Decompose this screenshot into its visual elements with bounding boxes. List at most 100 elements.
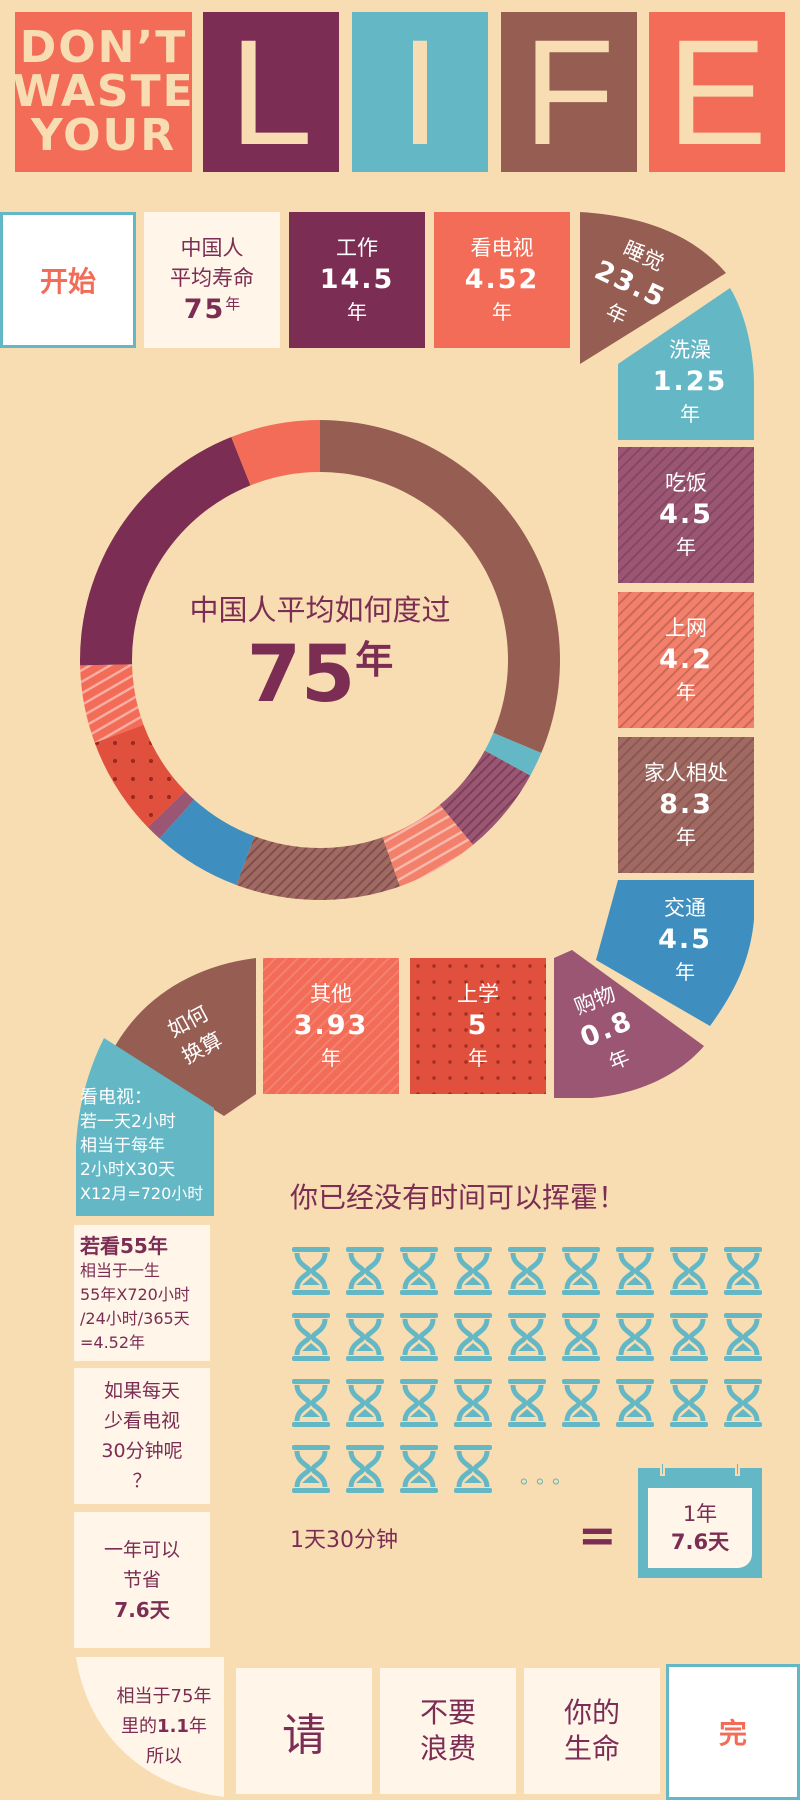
hourglass-icon — [346, 1379, 384, 1427]
final-word-3: 你的 生命 — [563, 1696, 620, 1765]
watch55-line1: 相当于一生 — [80, 1261, 161, 1280]
header-line-2: WASTE — [12, 66, 195, 117]
donut-center: 中国人平均如何度过 75年 — [170, 590, 470, 740]
donut-value-row: 75年 — [247, 630, 394, 741]
equals75-note: 相当于75年 里的1.1年 所以 — [104, 1662, 224, 1792]
other-label: 其他 — [310, 982, 352, 1006]
header-line-3: YOUR — [30, 110, 177, 161]
donut-slice-tv — [231, 420, 320, 486]
donut-slice-traffic — [159, 799, 255, 885]
final-word-2: 不要 浪费 — [419, 1696, 476, 1765]
hourglass-icon — [616, 1379, 654, 1427]
watch55-line4: =4.52年 — [80, 1333, 146, 1352]
hourglass-icon — [616, 1247, 654, 1295]
bath-text: 洗澡 1.25 年 — [626, 330, 754, 434]
letter-e: E — [649, 12, 785, 172]
less-tv-line4: ？ — [132, 1470, 152, 1492]
end-label: 完 — [718, 1717, 747, 1750]
school-tile: 上学 5 年 — [410, 958, 546, 1094]
work-unit: 年 — [347, 300, 367, 324]
tv-calc-line3: 相当于每年 — [80, 1136, 165, 1156]
calendar-line2: 7.6天 — [670, 1530, 730, 1554]
donut-slice-other-pattern — [80, 664, 144, 743]
hourglass-icon — [400, 1247, 438, 1295]
internet-value: 4.2 — [659, 644, 713, 675]
donut-slice-bath — [484, 732, 542, 776]
donut-slice-internet-pattern — [382, 804, 473, 887]
eat-value: 4.5 — [659, 499, 713, 530]
hourglass-icon — [454, 1445, 492, 1493]
internet-unit: 年 — [676, 680, 696, 704]
bath-wedge — [618, 288, 754, 440]
hourglass-icon — [292, 1313, 330, 1361]
eat-unit: 年 — [676, 535, 696, 559]
shopping-unit: 年 — [605, 1044, 633, 1075]
hourglass-icon — [670, 1379, 708, 1427]
work-value: 14.5 — [319, 264, 395, 295]
final-word-your-life: 你的 生命 — [524, 1668, 660, 1794]
less-tv-note: 如果每天 少看电视 30分钟呢 ？ — [74, 1368, 210, 1504]
hourglass-icon — [562, 1379, 600, 1427]
hourglass-icon — [508, 1313, 546, 1361]
hourglass-icon — [670, 1247, 708, 1295]
final-word-dont-waste: 不要 浪费 — [380, 1668, 516, 1794]
family-unit: 年 — [676, 825, 696, 849]
hourglass-caption: 1天30分钟 — [290, 1528, 398, 1553]
donut-caption: 中国人平均如何度过 — [189, 592, 451, 627]
lifespan-line2: 平均寿命 — [170, 266, 254, 290]
hourglass-icon — [346, 1247, 384, 1295]
hourglass-icon — [346, 1445, 384, 1493]
tv-label: 看电视 — [470, 236, 534, 260]
donut-unit: 年 — [355, 637, 394, 682]
howto-wedge — [114, 958, 256, 1116]
donut-slice-sleep — [320, 420, 561, 754]
equals75-wedge — [76, 1657, 224, 1797]
traffic-label: 交通 — [664, 896, 706, 920]
tv-calc-note: 看电视： 若一天2小时 相当于每年 2小时X30天 X12月=720小时 — [80, 1086, 220, 1206]
save-note: 一年可以 节省 7.6天 — [74, 1512, 210, 1648]
hourglass-icon — [292, 1247, 330, 1295]
hourglass-icon — [724, 1247, 762, 1295]
letter-f: F — [501, 12, 637, 172]
equals-sign: = — [578, 1508, 617, 1562]
lifespan-unit: 年 — [225, 295, 241, 313]
save-value: 7.6天 — [114, 1598, 170, 1622]
lifespan-value: 75 — [183, 294, 226, 325]
hourglass-icon — [508, 1379, 546, 1427]
lifespan-line1: 中国人 — [180, 236, 244, 260]
lifespan-value-row: 75年 — [184, 293, 241, 327]
letter-i: I — [352, 12, 488, 172]
tv-calc-line4: 2小时X30天 — [80, 1160, 176, 1180]
hourglass-ellipsis: 。。。 — [520, 1464, 578, 1488]
hourglass-icon — [400, 1313, 438, 1361]
watch55-line3: /24小时/365天 — [80, 1309, 190, 1328]
traffic-wedge — [596, 880, 754, 1026]
start-label: 开始 — [39, 265, 96, 298]
hourglass-icon — [292, 1379, 330, 1427]
watch55-title: 若看55年 — [80, 1234, 168, 1258]
donut-slice-work — [80, 437, 251, 666]
hourglass-icon — [400, 1379, 438, 1427]
bath-value: 1.25 — [652, 366, 728, 397]
hourglass-icon — [400, 1445, 438, 1493]
less-tv-line2: 少看电视 — [103, 1410, 180, 1432]
tv-calc-wedge — [76, 1038, 214, 1216]
tv-tile: 看电视 4.52 年 — [434, 212, 570, 348]
traffic-text: 交通 4.5 年 — [620, 888, 750, 992]
family-tile: 家人相处 8.3 年 — [618, 737, 754, 873]
school-unit: 年 — [468, 1046, 488, 1070]
tv-unit: 年 — [492, 300, 512, 324]
internet-tile: 上网 4.2 年 — [618, 592, 754, 728]
sleep-wedge — [580, 212, 726, 364]
family-value: 8.3 — [659, 789, 713, 820]
final-word-please: 请 — [236, 1668, 372, 1794]
family-label: 家人相处 — [644, 761, 728, 785]
save-line1: 一年可以 — [103, 1539, 180, 1561]
watch55-line2: 55年X720小时 — [80, 1285, 190, 1304]
eat-label: 吃饭 — [665, 471, 707, 495]
end-tile: 完 — [666, 1664, 800, 1800]
donut-value: 75 — [246, 629, 356, 720]
hourglass-icon — [346, 1313, 384, 1361]
donut-slice-eat-pattern — [439, 750, 531, 845]
hourglass-icon — [562, 1247, 600, 1295]
